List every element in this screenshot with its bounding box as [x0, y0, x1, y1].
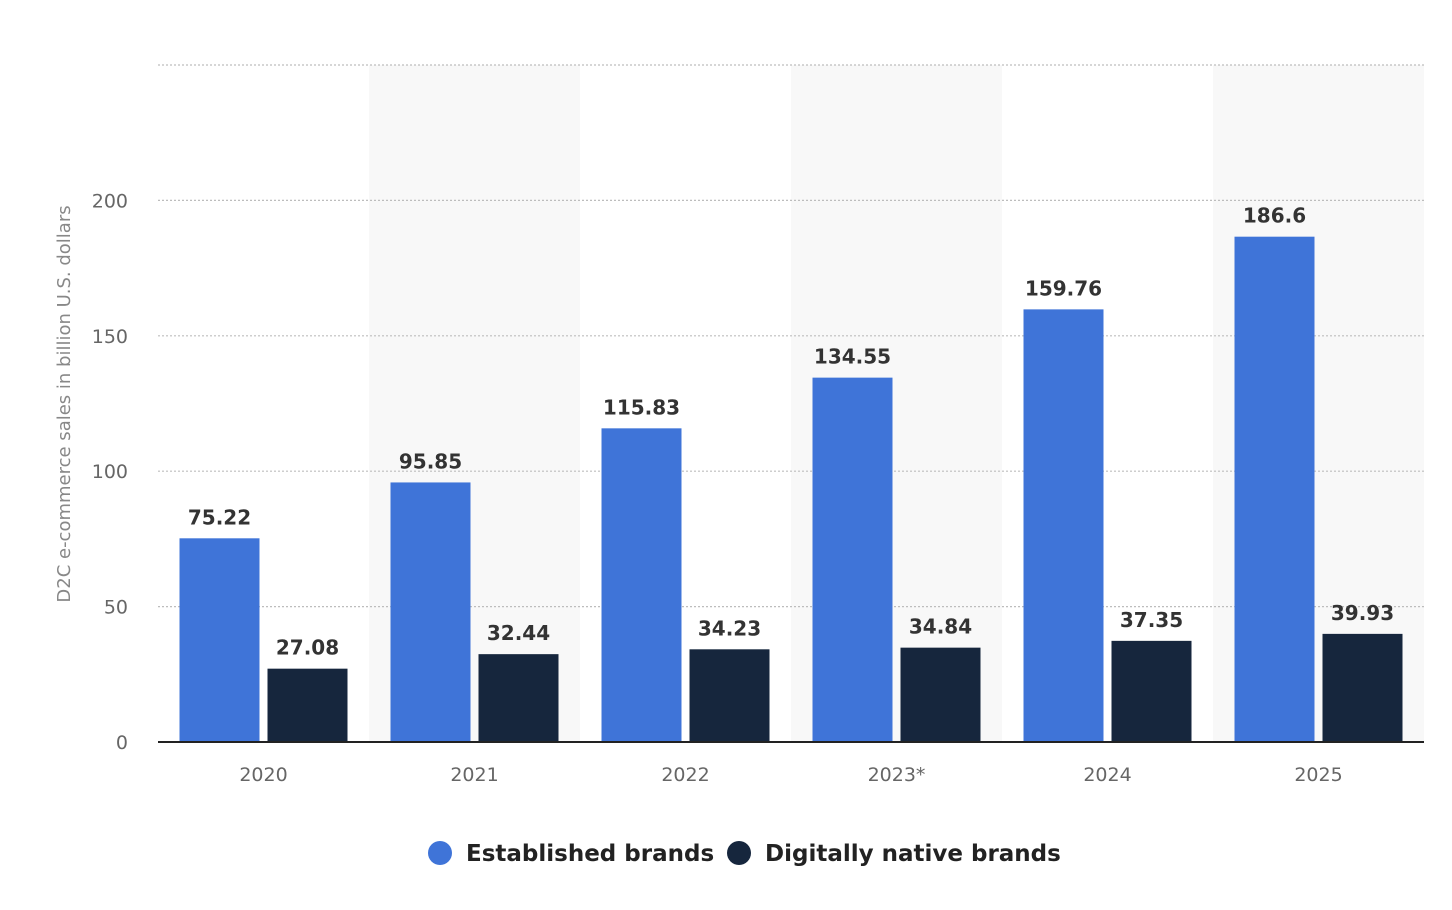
- bar-established-2021[interactable]: [390, 482, 471, 742]
- bar-established-2024[interactable]: [1023, 309, 1104, 742]
- bar-digitally-native-2022[interactable]: [689, 649, 770, 742]
- y-axis-ticks: 0 50 100 150 200: [92, 190, 128, 754]
- bar-digitally-native-2020[interactable]: [267, 668, 348, 742]
- data-label: 34.23: [698, 616, 761, 640]
- bar-digitally-native-2025[interactable]: [1322, 633, 1403, 742]
- bar-established-2022[interactable]: [601, 428, 682, 742]
- gridlines: [158, 64, 1424, 608]
- x-tick-label: 2023*: [868, 764, 926, 786]
- y-tick-label: 100: [92, 461, 128, 483]
- x-tick-label: 2024: [1083, 764, 1131, 786]
- data-label: 95.85: [399, 449, 462, 473]
- data-label: 32.44: [487, 621, 550, 645]
- data-label: 27.08: [276, 636, 339, 660]
- y-axis-label: D2C e-commerce sales in billion U.S. dol…: [54, 205, 75, 602]
- x-tick-label: 2025: [1294, 764, 1342, 786]
- x-tick-label: 2021: [450, 764, 498, 786]
- legend-label-digitally-native: Digitally native brands: [765, 841, 1061, 867]
- legend-marker-digitally-native: [727, 841, 751, 865]
- x-tick-label: 2022: [661, 764, 709, 786]
- x-tick-label: 2020: [239, 764, 287, 786]
- bar-established-2020[interactable]: [179, 538, 260, 742]
- legend-item-digitally-native[interactable]: Digitally native brands: [727, 841, 1061, 867]
- data-label: 75.22: [188, 505, 251, 529]
- bar-established-2025[interactable]: [1234, 236, 1315, 742]
- y-tick-label: 50: [104, 597, 128, 619]
- y-tick-label: 0: [116, 732, 128, 754]
- x-axis-ticks: 2020 2021 2022 2023* 2024 2025: [239, 764, 1342, 786]
- legend-label-established: Established brands: [466, 841, 714, 867]
- bar-digitally-native-2023*[interactable]: [900, 647, 981, 742]
- bar-digitally-native-2021[interactable]: [478, 654, 559, 742]
- legend-item-established[interactable]: Established brands: [428, 841, 714, 867]
- data-label: 37.35: [1120, 608, 1183, 632]
- data-label: 134.55: [814, 345, 891, 369]
- category-bands: [369, 65, 1424, 742]
- data-label: 159.76: [1025, 276, 1102, 300]
- bar-established-2023*[interactable]: [812, 377, 893, 742]
- legend[interactable]: Established brands Digitally native bran…: [428, 841, 1061, 867]
- y-tick-label: 150: [92, 326, 128, 348]
- bar-digitally-native-2024[interactable]: [1111, 640, 1192, 742]
- data-label: 115.83: [603, 395, 680, 419]
- legend-marker-established: [428, 841, 452, 865]
- bars: 75.22 27.08 95.85 32.44 115.83 34.23 134.55 34.…: [179, 204, 1403, 742]
- y-tick-label: 200: [92, 190, 128, 212]
- data-label: 34.84: [909, 615, 972, 639]
- data-label: 186.6: [1243, 204, 1306, 228]
- data-label: 39.93: [1331, 601, 1394, 625]
